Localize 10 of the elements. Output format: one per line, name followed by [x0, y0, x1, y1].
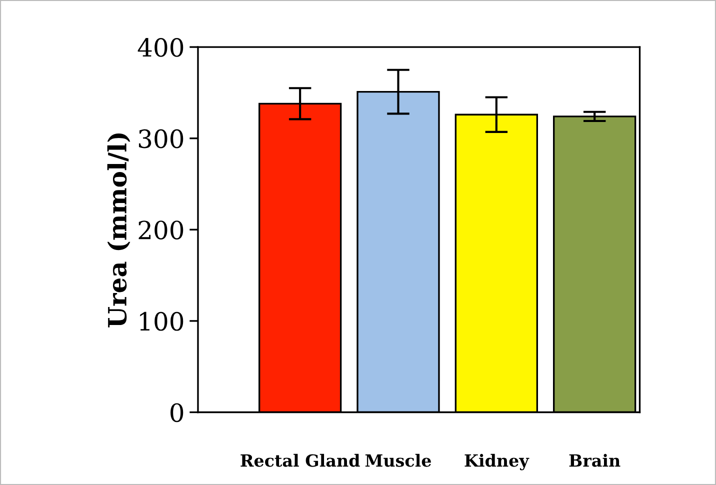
y-tick-label: 100 [140, 312, 184, 331]
y-tick-label: 400 [138, 38, 184, 57]
x-tick-label: Rectal Gland [240, 454, 360, 467]
x-tick-label: Kidney [464, 454, 530, 470]
y-axis-title: Urea (mmol/l) [107, 133, 130, 328]
y-tick-label: 0 [170, 403, 184, 422]
x-tick-label: Muscle [365, 454, 432, 467]
y-tick-label: 200 [138, 220, 184, 240]
y-tick-label: 300 [138, 129, 184, 148]
x-tick-label: Brain [569, 454, 620, 467]
